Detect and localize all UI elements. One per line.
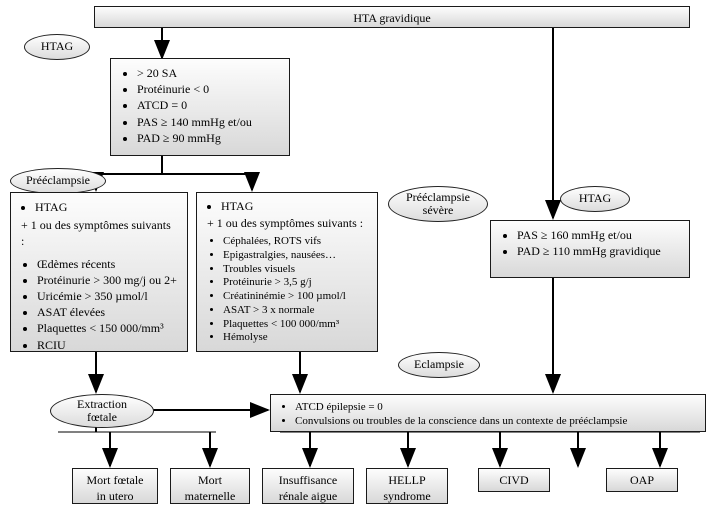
- outcome-civd: CIVD: [478, 468, 550, 492]
- preec-left-lead: HTAG: [35, 199, 177, 215]
- preeclampsia-severe-box: HTAG + 1 ou des symptômes suivants : Cép…: [196, 192, 378, 352]
- eclampsie-box: ATCD épilepsie = 0 Convulsions ou troubl…: [270, 394, 706, 432]
- list-item: ASAT > 3 x normale: [223, 304, 367, 318]
- outcome-hellp: HELLPsyndrome: [366, 468, 448, 504]
- preec-right-lead: HTAG: [221, 199, 367, 214]
- list-item: Créatininémie > 100 µmol/l: [223, 290, 367, 304]
- label-extraction: Extractionfœtale: [50, 394, 154, 428]
- preeclampsia-box: HTAG + 1 ou des symptômes suivants : Œdè…: [10, 192, 188, 352]
- list-item: Uricémie > 350 µmol/l: [37, 288, 177, 304]
- list-item: Œdèmes récents: [37, 256, 177, 272]
- preec-right-lead2: + 1 ou des symptômes suivants :: [207, 216, 367, 231]
- label-preeclampsie-severe: Prééclampsiesévère: [388, 186, 488, 222]
- list-item: RCIU: [37, 337, 177, 353]
- list-item: ATCD épilepsie = 0: [295, 401, 695, 415]
- outcome-insuffisance-renale: Insuffisancerénale aigue: [262, 468, 354, 504]
- label-htag-top: HTAG: [24, 34, 90, 60]
- outcome-mort-foetale: Mort fœtalein utero: [72, 468, 158, 504]
- list-item: Plaquettes < 150 000/mm³: [37, 320, 177, 336]
- criteria-item: PAD ≥ 90 mmHg: [137, 130, 279, 146]
- list-item: PAS ≥ 160 mmHg et/ou: [517, 227, 679, 243]
- list-item: ASAT élevées: [37, 304, 177, 320]
- criteria-item: PAS ≥ 140 mmHg et/ou: [137, 114, 279, 130]
- label-preeclampsie: Prééclampsie: [10, 168, 106, 194]
- label-htag-right: HTAG: [560, 186, 630, 212]
- list-item: Convulsions ou troubles de la conscience…: [295, 415, 695, 429]
- list-item: Hémolyse: [223, 331, 367, 345]
- htag-box: PAS ≥ 160 mmHg et/ou PAD ≥ 110 mmHg grav…: [490, 220, 690, 278]
- eclampsie-list: ATCD épilepsie = 0 Convulsions ou troubl…: [281, 401, 695, 429]
- list-item: Protéinurie > 3,5 g/j: [223, 276, 367, 290]
- criteria-item: ATCD = 0: [137, 97, 279, 113]
- criteria-list: > 20 SA Protéinurie < 0 ATCD = 0 PAS ≥ 1…: [121, 65, 279, 146]
- label-eclampsie: Eclampsie: [398, 352, 480, 378]
- criteria-box: > 20 SA Protéinurie < 0 ATCD = 0 PAS ≥ 1…: [110, 58, 290, 156]
- list-item: Troubles visuels: [223, 263, 367, 277]
- outcome-oap: OAP: [606, 468, 678, 492]
- criteria-item: Protéinurie < 0: [137, 81, 279, 97]
- list-item: Céphalées, ROTS vifs: [223, 235, 367, 249]
- preec-left-lead2: + 1 ou des symptômes suivants :: [21, 217, 177, 249]
- list-item: Protéinurie > 300 mg/j ou 2+: [37, 272, 177, 288]
- list-item: Epigastralgies, nausées…: [223, 249, 367, 263]
- criteria-item: > 20 SA: [137, 65, 279, 81]
- preec-right-list: Céphalées, ROTS vifs Epigastralgies, nau…: [207, 235, 367, 345]
- header-box: HTA gravidique: [94, 6, 690, 28]
- htag-list: PAS ≥ 160 mmHg et/ou PAD ≥ 110 mmHg grav…: [501, 227, 679, 259]
- list-item: PAD ≥ 110 mmHg gravidique: [517, 243, 679, 259]
- outcome-mort-maternelle: Mortmaternelle: [170, 468, 250, 504]
- list-item: Plaquettes < 100 000/mm³: [223, 318, 367, 332]
- preec-left-list: Œdèmes récents Protéinurie > 300 mg/j ou…: [21, 256, 177, 353]
- header-title: HTA gravidique: [353, 11, 430, 25]
